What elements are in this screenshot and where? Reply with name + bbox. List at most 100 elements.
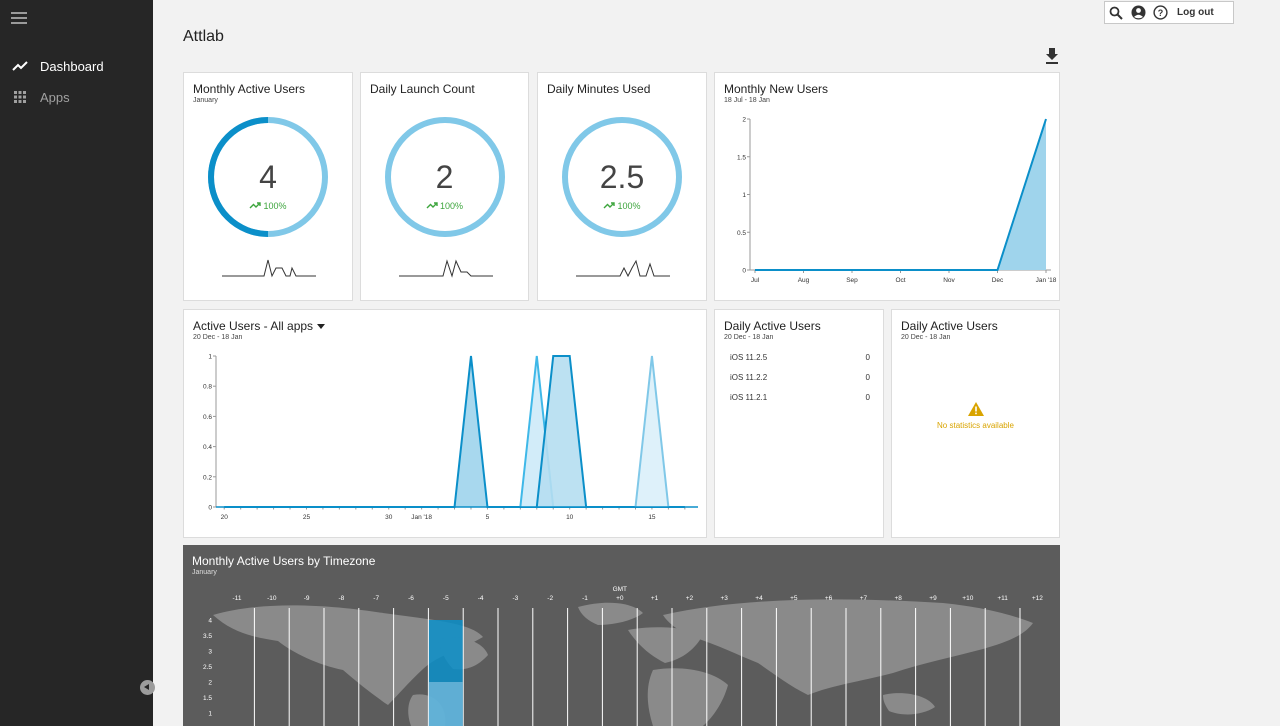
series-line (224, 355, 685, 508)
card-title: Daily Active Users (901, 319, 998, 333)
x-tick-label: 30 (385, 514, 393, 521)
grid-icon (14, 91, 26, 103)
active-users-card: Active Users - All apps 20 Dec - 18 Jan … (183, 309, 707, 538)
y-tick-label: 0.5 (737, 230, 746, 237)
series-area (755, 119, 1046, 270)
y-tick-label: 0.2 (203, 474, 212, 481)
timezone-tick-label: +1 (651, 595, 659, 602)
card-title: Daily Active Users (724, 319, 821, 333)
card-subtitle: 18 Jul - 18 Jan (724, 97, 770, 104)
collapse-sidebar-button[interactable] (140, 680, 155, 695)
mau-sparkline (222, 259, 316, 278)
account-icon[interactable] (1127, 2, 1149, 23)
os-version-value: 0 (865, 373, 870, 382)
list-item: iOS 11.2.5 0 (730, 353, 870, 362)
logout-button[interactable]: Log out (1177, 7, 1214, 18)
series-line (634, 355, 670, 508)
timezone-tick-label: +11 (997, 595, 1008, 602)
series-area (224, 356, 685, 507)
timezone-tick-label: +7 (860, 595, 868, 602)
download-icon[interactable] (1044, 47, 1060, 65)
y-tick-label: 3 (208, 649, 212, 656)
series-area (635, 356, 669, 507)
timezone-tick-label: -4 (478, 595, 484, 602)
x-tick-label: 25 (303, 514, 311, 521)
timezone-tick-label: -1 (582, 595, 588, 602)
list-item: iOS 11.2.2 0 (730, 373, 870, 382)
y-tick-label: 2.5 (203, 664, 212, 671)
minutes-used-ring (562, 117, 682, 237)
trending-up-icon (426, 202, 438, 209)
x-tick-label: 20 (221, 514, 229, 521)
help-icon[interactable]: ? (1149, 2, 1171, 23)
timezone-tick-label: +2 (686, 595, 694, 602)
app-filter-dropdown[interactable] (317, 324, 326, 330)
trend-line-icon (12, 61, 28, 71)
timezone-tick-label: +0 (616, 595, 624, 602)
card-subtitle: January (192, 569, 217, 576)
y-tick-label: 0.8 (203, 384, 212, 391)
series-line (755, 118, 1047, 271)
os-version-value: 0 (865, 393, 870, 402)
timezone-tick-label: -9 (304, 595, 310, 602)
timezone-tick-label: -2 (547, 595, 553, 602)
card-subtitle: 20 Dec - 18 Jan (193, 334, 243, 341)
x-tick-label: 15 (648, 514, 656, 521)
launch-count-sparkline (399, 259, 493, 278)
minutes-used-sparkline (576, 259, 670, 278)
timezone-tick-label: -8 (339, 595, 345, 602)
trending-up-icon (603, 202, 616, 209)
list-item: iOS 11.2.1 0 (730, 393, 870, 402)
os-version-label: iOS 11.2.5 (730, 353, 768, 362)
timezone-bar-lower (428, 682, 463, 726)
sidebar-item-apps[interactable]: Apps (0, 84, 153, 110)
monthly-new-users-chart: 0 0.5 1 1.5 2 Jul Aug Sep Oct Nov Dec Jan '18 (737, 117, 1057, 285)
monthly-new-users-card: Monthly New Users 18 Jul - 18 Jan 0 0.5 1 1… (714, 72, 1060, 301)
sidebar-item-label: Dashboard (40, 58, 104, 74)
timezone-tick-label: +8 (894, 595, 902, 602)
warning-icon (967, 402, 984, 416)
timezone-tick-label: +5 (790, 595, 798, 602)
world-map (213, 599, 1033, 726)
daily-active-users-os-card: Daily Active Users 20 Dec - 18 Jan iOS 1… (714, 309, 884, 538)
timezone-tick-label: -6 (408, 595, 414, 602)
daily-minutes-used-card: Daily Minutes Used 2.5 100% (537, 72, 707, 301)
card-subtitle: 20 Dec - 18 Jan (724, 334, 774, 341)
y-tick-label: 4 (208, 618, 212, 625)
x-tick-label: Dec (992, 277, 1004, 284)
active-users-chart: 0 0.2 0.4 0.6 0.8 1 20 25 30 Jan '18 5 10 15 (203, 354, 698, 521)
timezone-tick-label: -5 (443, 595, 449, 602)
metric-value: 2.5 (599, 159, 645, 195)
metric-value: 2 (435, 159, 454, 195)
top-toolbar: ? Log out (1104, 1, 1234, 24)
metric-change: 100% (617, 201, 641, 211)
timezone-tick-label: +10 (962, 595, 973, 602)
os-version-value: 0 (865, 353, 870, 362)
gmt-label: GMT (613, 586, 627, 593)
x-tick-label: Aug (798, 277, 810, 284)
timezone-tick-label: +12 (1032, 595, 1043, 602)
card-title: Monthly New Users (724, 82, 829, 96)
y-tick-label: 1 (742, 192, 746, 199)
metric-value: 4 (259, 159, 277, 195)
os-version-label: iOS 11.2.2 (730, 373, 768, 382)
card-title: Daily Minutes Used (547, 82, 651, 96)
y-tick-label: 0.4 (203, 444, 212, 451)
sidebar-item-dashboard[interactable]: Dashboard (0, 53, 153, 79)
menu-icon[interactable] (11, 12, 27, 26)
y-tick-label: 3.5 (203, 633, 212, 640)
x-tick-label: Oct (895, 277, 905, 284)
timezone-tick-label: +9 (929, 595, 937, 602)
y-tick-label: 0 (742, 268, 746, 275)
y-tick-label: 1 (208, 711, 212, 718)
card-subtitle: January (193, 97, 218, 104)
search-icon[interactable] (1105, 2, 1127, 23)
x-tick-label: Sep (846, 277, 858, 284)
card-title: Monthly Active Users by Timezone (192, 554, 376, 568)
x-tick-label: Jan '18 (1036, 277, 1057, 284)
sidebar-item-label: Apps (40, 89, 70, 105)
x-tick-label: 10 (566, 514, 574, 521)
card-subtitle: 20 Dec - 18 Jan (901, 334, 951, 341)
card-title: Active Users - All apps (193, 319, 314, 333)
y-tick-label: 0.6 (203, 414, 212, 421)
